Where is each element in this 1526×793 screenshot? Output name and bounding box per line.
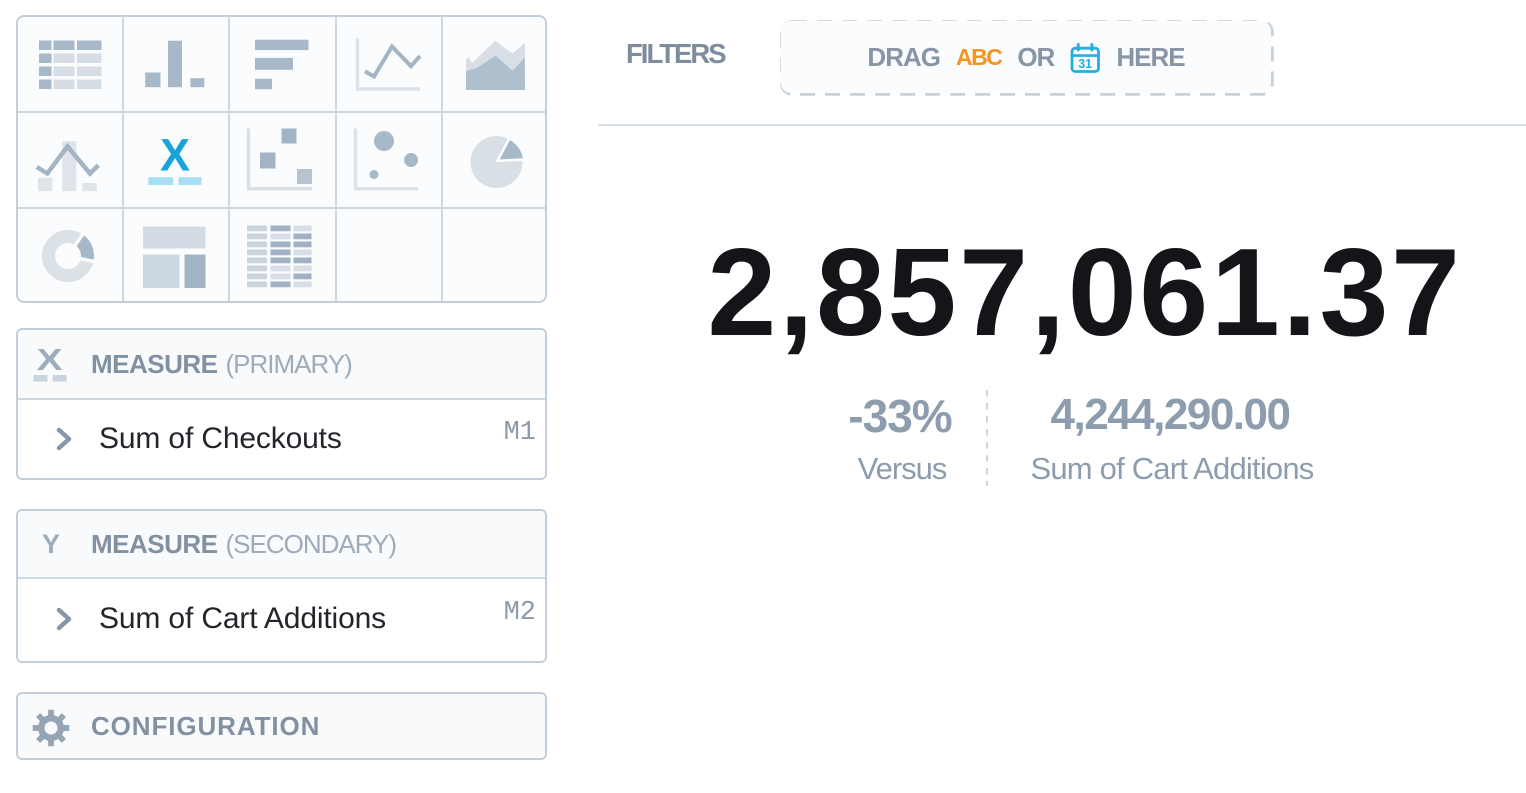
svg-text:X: X bbox=[160, 129, 190, 180]
svg-text:X: X bbox=[37, 344, 64, 377]
svg-text:31: 31 bbox=[1079, 56, 1093, 70]
